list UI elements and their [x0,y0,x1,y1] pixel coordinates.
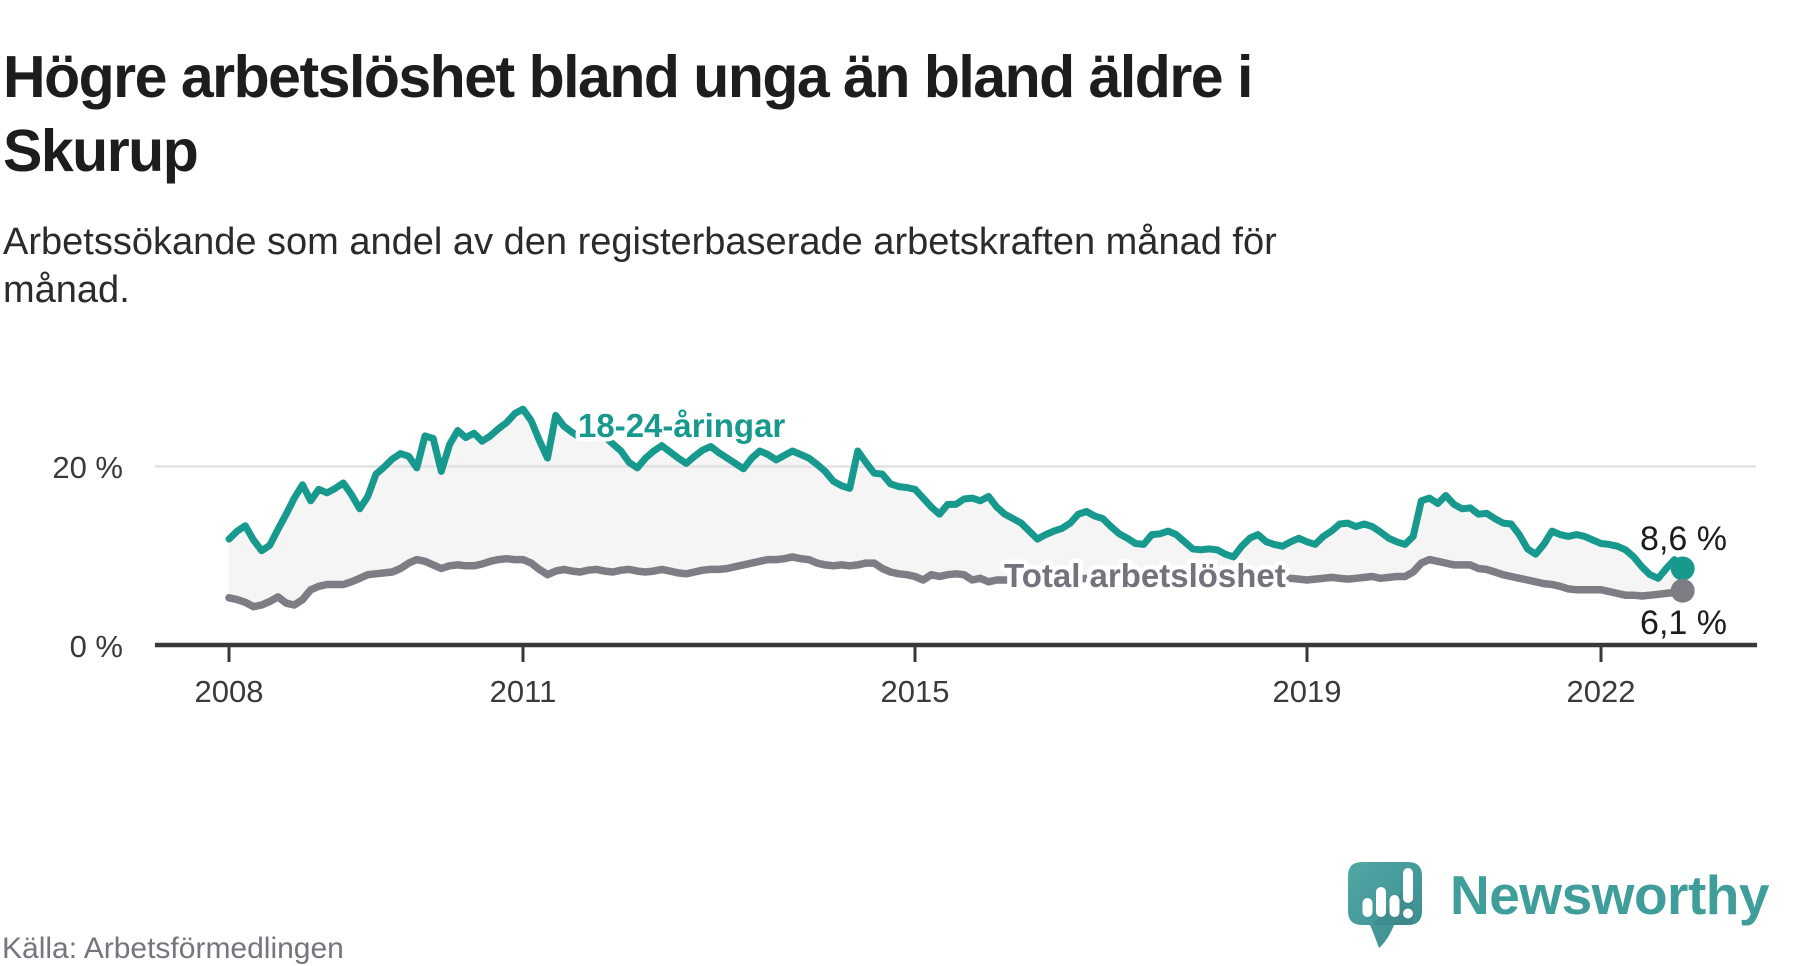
exclamation-dot [1403,908,1413,919]
total-series-label: Total arbetslöshet [1004,557,1286,594]
x-tick-label-2011: 2011 [490,674,557,709]
x-tick-label-2022: 2022 [1567,674,1636,709]
newsworthy-logo-icon [1348,862,1422,948]
total-end-value-label: 6,1 % [1640,604,1727,642]
youth-end-value-label: 8,6 % [1640,520,1727,558]
page-title: Högre arbetslöshet bland unga än bland ä… [3,40,1253,188]
page-title-line2: Skurup [3,117,199,184]
youth-series-label: 18-24-åringar [578,407,785,444]
y-tick-label-20: 20 % [52,450,123,485]
page-subtitle-line1: Arbetssökande som andel av den registerb… [3,221,1277,263]
page-title-line1: Högre arbetslöshet bland unga än bland ä… [3,43,1253,110]
x-tick-label-2015: 2015 [881,674,950,709]
youth-endpoint-dot [1670,556,1695,581]
total-endpoint-dot [1670,578,1695,603]
newsworthy-logo-text: Newsworthy [1450,864,1769,926]
page-subtitle: Arbetssökande som andel av den registerb… [3,218,1277,314]
y-tick-label-0: 0 % [70,629,123,664]
unemployment-line-chart: 2008 2011 2015 2019 2022 20 % 0 % 18-24-årin… [52,403,1757,709]
source-note: Källa: Arbetsförmedlingen [2,932,344,965]
x-axis-ticks: 2008 2011 2015 2019 2022 [195,645,1636,709]
area-between-series [229,409,1683,607]
total-unemployment-line [225,553,1687,611]
newsworthy-logo: Newsworthy [1348,862,1769,948]
bar-chart-glyph [1362,868,1413,919]
youth-unemployment-line [225,405,1687,582]
x-tick-label-2008: 2008 [195,674,264,709]
x-tick-label-2019: 2019 [1273,674,1342,709]
page-subtitle-line2: månad. [3,269,130,311]
exclamation-bar [1403,868,1413,903]
